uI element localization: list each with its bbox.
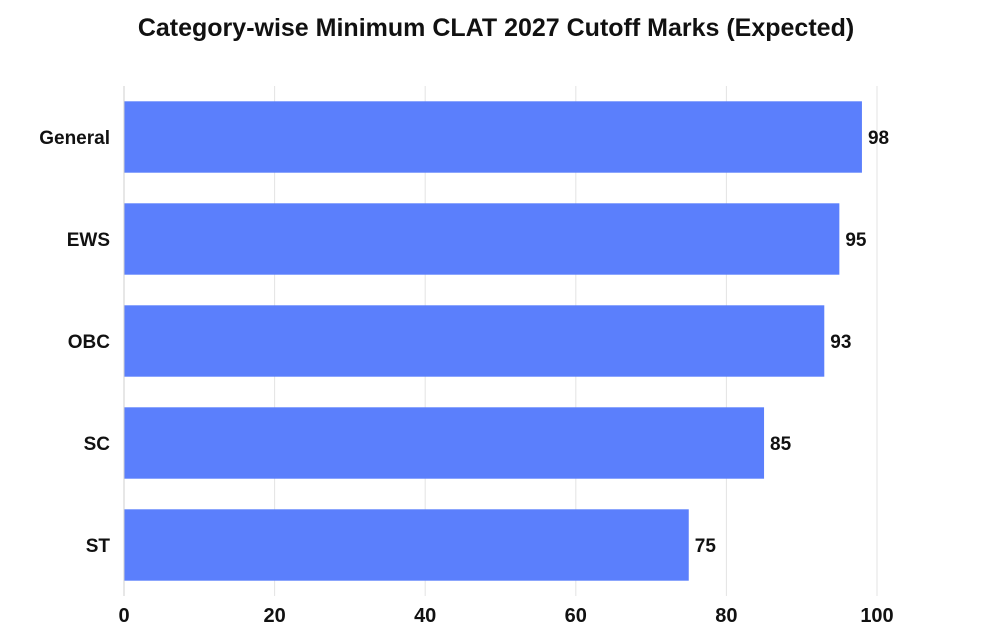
category-label-st: ST: [86, 536, 111, 557]
x-tick-label-20: 20: [263, 605, 285, 627]
x-tick-label-40: 40: [414, 605, 436, 627]
bars: [124, 101, 862, 581]
labels: General 98 EWS 95 OBC 93 SC 85 ST 75 0 20 40 60 80 100: [39, 128, 893, 627]
value-label-obc: 93: [830, 332, 851, 353]
x-tick-label-100: 100: [860, 605, 893, 627]
chart-title: Category-wise Minimum CLAT 2027 Cutoff M…: [137, 14, 855, 42]
value-label-sc: 85: [770, 434, 792, 455]
x-tick-label-0: 0: [118, 605, 129, 627]
category-label-obc: OBC: [68, 332, 111, 353]
bar-sc: [124, 407, 765, 479]
x-tick-label-60: 60: [565, 605, 587, 627]
category-label-ews: EWS: [67, 230, 110, 251]
value-label-st: 75: [695, 536, 717, 557]
bar-st: [124, 509, 689, 581]
value-label-general: 98: [868, 128, 889, 149]
value-label-ews: 95: [845, 230, 867, 251]
x-tick-label-80: 80: [715, 605, 737, 627]
bar-obc: [124, 305, 825, 377]
bar-ews: [124, 203, 840, 275]
category-label-general: General: [39, 128, 110, 149]
category-label-sc: SC: [84, 434, 111, 455]
bar-general: [124, 101, 862, 173]
